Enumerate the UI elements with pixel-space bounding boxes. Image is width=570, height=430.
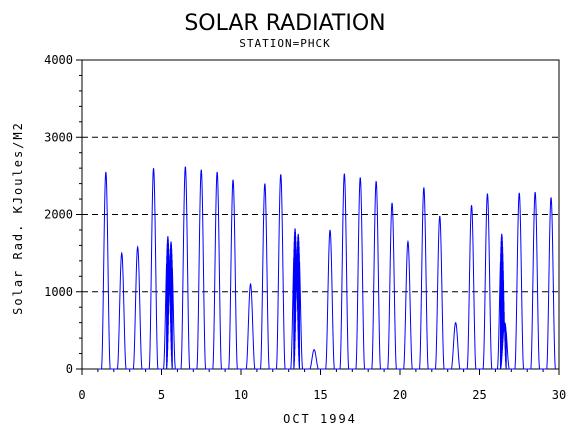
- x-tick-label: 15: [313, 388, 327, 402]
- chart-subtitle: STATION=PHCK: [239, 37, 330, 50]
- series-line: [97, 166, 556, 370]
- y-tick-label: 2000: [44, 208, 73, 222]
- x-tick-label: 30: [552, 388, 566, 402]
- y-tick-label: 4000: [44, 53, 73, 67]
- x-axis-label: OCT 1994: [283, 412, 357, 426]
- x-tick-label: 20: [393, 388, 407, 402]
- x-tick-label: 0: [78, 388, 85, 402]
- x-tick-label: 10: [234, 388, 248, 402]
- chart-title: SOLAR RADIATION: [184, 11, 385, 36]
- y-tick-label: 3000: [44, 130, 73, 144]
- y-tick-label: 0: [66, 362, 73, 376]
- grid-lines: [82, 59, 559, 293]
- y-axis-label: Solar Rad. KJoules/M2: [11, 121, 25, 315]
- y-axis: 0 1000 2000 3000 4000: [44, 53, 82, 376]
- y-tick-label: 1000: [44, 285, 73, 299]
- x-tick-label: 5: [158, 388, 165, 402]
- x-axis: 0 5 10 15 20 25 30: [78, 369, 566, 402]
- x-tick-label: 25: [472, 388, 486, 402]
